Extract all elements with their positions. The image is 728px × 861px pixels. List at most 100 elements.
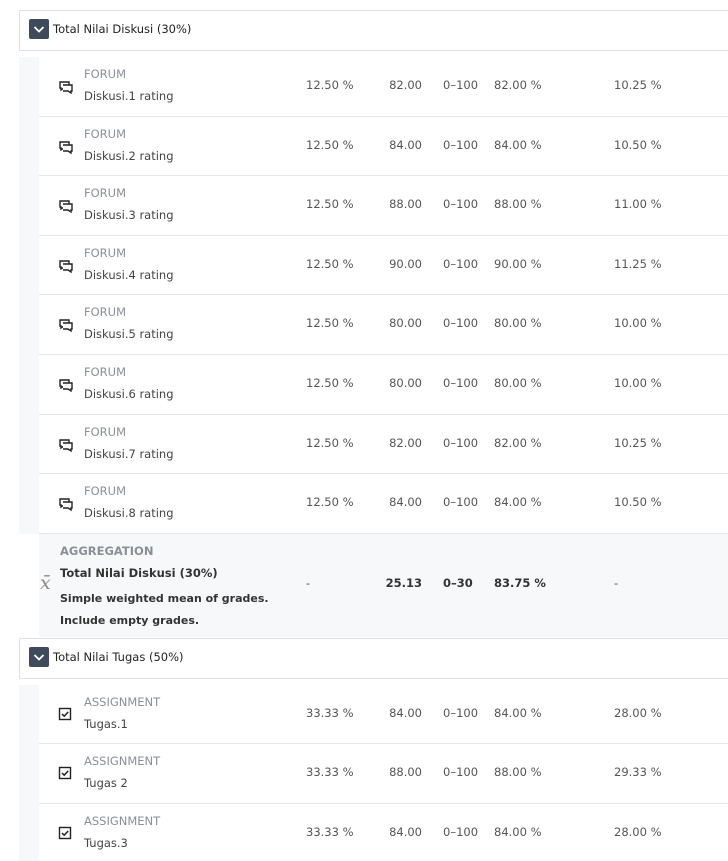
percentage: 82.00 % bbox=[494, 435, 542, 450]
grade: 84.00 bbox=[389, 825, 422, 839]
contribution: 11.00 % bbox=[614, 197, 662, 212]
weight: 12.50 % bbox=[306, 78, 354, 92]
contribution: 28.00 % bbox=[614, 705, 662, 720]
category-header: Total Nilai Diskusi (30%) bbox=[19, 10, 728, 51]
weight: 33.33 % bbox=[306, 825, 354, 839]
grade: 82.00 bbox=[389, 435, 422, 450]
contribution: 10.25 % bbox=[614, 78, 662, 92]
category-header: Total Nilai Tugas (50%) bbox=[19, 637, 728, 679]
grade: 84.00 bbox=[389, 705, 422, 720]
grade-item-row: FORUM Diskusi.5 rating 12.50 % 80.00 0–100 80… bbox=[39, 295, 728, 355]
aggregation-icon: x̄ bbox=[40, 571, 51, 594]
contribution: 10.50 % bbox=[614, 137, 662, 152]
range: 0–100 bbox=[443, 316, 479, 331]
aggregation-name: Total Nilai Diskusi (30%) bbox=[60, 565, 218, 580]
item-type: FORUM bbox=[84, 67, 126, 81]
range: 0–100 bbox=[443, 435, 479, 450]
weight: - bbox=[306, 575, 311, 590]
grade: 84.00 bbox=[389, 495, 422, 510]
item-name: Diskusi.6 rating bbox=[84, 387, 174, 401]
weight: 12.50 % bbox=[306, 316, 354, 331]
range: 0–100 bbox=[443, 765, 479, 780]
contribution: 10.00 % bbox=[614, 376, 662, 390]
indent-strip bbox=[19, 684, 39, 861]
contribution: 29.33 % bbox=[614, 765, 662, 780]
range: 0–100 bbox=[443, 376, 479, 390]
item-type: FORUM bbox=[84, 484, 126, 499]
item-name: Diskusi.5 rating bbox=[84, 327, 174, 342]
category-title: Total Nilai Tugas (50%) bbox=[53, 649, 184, 664]
percentage: 84.00 % bbox=[494, 825, 542, 839]
forum-icon bbox=[59, 438, 73, 452]
grade-item-row: FORUM Diskusi.8 rating 12.50 % 84.00 0–100 84… bbox=[39, 474, 728, 534]
range: 0–100 bbox=[443, 197, 479, 212]
forum-icon bbox=[59, 498, 73, 512]
aggregation-description: Simple weighted mean of grades. Include … bbox=[60, 591, 269, 627]
range: 0–100 bbox=[443, 825, 479, 839]
forum-icon bbox=[59, 81, 73, 95]
assignment-icon bbox=[58, 707, 72, 720]
grade-item-row: FORUM Diskusi.3 rating 12.50 % 88.00 0–100 88… bbox=[39, 176, 728, 236]
percentage: 84.00 % bbox=[494, 495, 542, 510]
grade: 88.00 bbox=[389, 765, 422, 780]
forum-icon bbox=[59, 200, 73, 214]
percentage: 83.75 % bbox=[494, 575, 546, 590]
item-name: Diskusi.7 rating bbox=[84, 446, 174, 461]
percentage: 84.00 % bbox=[494, 705, 542, 720]
contribution: 28.00 % bbox=[614, 825, 662, 839]
weight: 12.50 % bbox=[306, 256, 354, 271]
percentage: 90.00 % bbox=[494, 256, 542, 271]
range: 0–100 bbox=[443, 256, 479, 271]
item-name: Diskusi.8 rating bbox=[84, 506, 174, 521]
weight: 12.50 % bbox=[306, 435, 354, 450]
grade-item-row: FORUM Diskusi.6 rating 12.50 % 80.00 0–100 80… bbox=[39, 355, 728, 415]
item-name: Diskusi.3 rating bbox=[84, 208, 174, 223]
chevron-icon bbox=[33, 26, 45, 33]
range: 0–100 bbox=[443, 137, 479, 152]
percentage: 80.00 % bbox=[494, 376, 542, 390]
percentage: 82.00 % bbox=[494, 78, 542, 92]
contribution: 10.00 % bbox=[614, 316, 662, 331]
item-name: Diskusi.4 rating bbox=[84, 267, 174, 282]
forum-icon bbox=[59, 260, 73, 274]
grade-item-row: FORUM Diskusi.2 rating 12.50 % 84.00 0–100 84… bbox=[39, 116, 728, 177]
indent-strip bbox=[19, 57, 39, 534]
weight: 33.33 % bbox=[306, 765, 354, 780]
forum-icon bbox=[59, 140, 73, 154]
item-type: FORUM bbox=[84, 365, 126, 379]
weight: 33.33 % bbox=[306, 705, 354, 720]
percentage: 88.00 % bbox=[494, 197, 542, 212]
range: 0–100 bbox=[443, 705, 479, 720]
assignment-icon bbox=[58, 767, 72, 780]
forum-icon bbox=[59, 319, 73, 333]
item-type: FORUM bbox=[84, 186, 126, 201]
item-type: ASSIGNMENT bbox=[84, 814, 161, 828]
category-title: Total Nilai Diskusi (30%) bbox=[53, 22, 192, 36]
grade-item-row: ASSIGNMENT Tugas.3 33.33 % 84.00 0–100 84.00 … bbox=[39, 804, 728, 861]
percentage: 88.00 % bbox=[494, 765, 542, 780]
range: 0–30 bbox=[443, 575, 473, 590]
collapse-button[interactable] bbox=[29, 646, 49, 667]
aggregation-type: AGGREGATION bbox=[60, 543, 154, 558]
item-name: Diskusi.2 rating bbox=[84, 148, 174, 163]
grade-item-row: ASSIGNMENT Tugas.1 33.33 % 84.00 0–100 84.00 … bbox=[39, 684, 728, 745]
contribution: 10.25 % bbox=[614, 435, 662, 450]
weight: 12.50 % bbox=[306, 495, 354, 510]
item-name: Tugas 2 bbox=[84, 776, 128, 791]
assignment-icon bbox=[58, 826, 72, 840]
contribution: - bbox=[614, 575, 619, 590]
contribution: 11.25 % bbox=[614, 256, 662, 271]
item-name: Tugas.1 bbox=[84, 716, 128, 731]
grade: 84.00 bbox=[389, 137, 422, 152]
grade: 90.00 bbox=[389, 256, 422, 271]
contribution: 10.50 % bbox=[614, 495, 662, 510]
grade: 25.13 bbox=[385, 575, 422, 590]
item-type: ASSIGNMENT bbox=[84, 754, 161, 769]
collapse-button[interactable] bbox=[29, 19, 49, 39]
grade: 80.00 bbox=[389, 316, 422, 331]
grade-item-row: FORUM Diskusi.1 rating 12.50 % 82.00 0–100 82… bbox=[39, 57, 728, 117]
item-type: FORUM bbox=[84, 126, 126, 141]
forum-icon bbox=[59, 379, 73, 393]
percentage: 84.00 % bbox=[494, 137, 542, 152]
